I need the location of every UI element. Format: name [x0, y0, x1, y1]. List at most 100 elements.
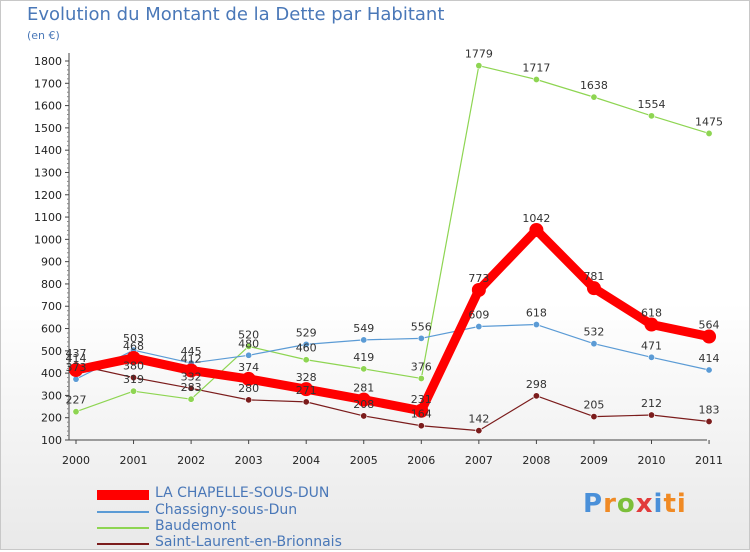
legend-swatch	[97, 527, 149, 529]
data-label-saint-laurent-en-brionnais: 280	[238, 382, 259, 395]
y-tick-label: 500	[41, 345, 62, 358]
x-tick-label: 2006	[407, 454, 435, 467]
legend-label: LA CHAPELLE-SOUS-DUN	[155, 485, 330, 501]
data-label-baudemont: 520	[238, 328, 259, 341]
y-tick-label: 1000	[34, 233, 62, 246]
data-label-chassigny-sous-dun: 503	[123, 332, 144, 345]
y-tick-label: 1400	[34, 144, 62, 157]
data-point-la-chapelle-sous-dun	[241, 371, 256, 386]
data-label-saint-laurent-en-brionnais: 164	[411, 408, 432, 421]
data-point-saint-laurent-en-brionnais	[590, 413, 598, 421]
data-label-la-chapelle-sous-dun: 374	[238, 361, 259, 374]
data-point-la-chapelle-sous-dun	[471, 282, 486, 297]
data-label-la-chapelle-sous-dun: 781	[583, 270, 604, 283]
data-label-chassigny-sous-dun: 556	[411, 320, 432, 333]
data-point-chassigny-sous-dun	[590, 340, 598, 348]
data-label-la-chapelle-sous-dun: 564	[699, 319, 720, 332]
data-point-baudemont	[532, 76, 540, 84]
x-tick-label: 2001	[120, 454, 148, 467]
data-point-chassigny-sous-dun	[532, 321, 540, 329]
data-label-saint-laurent-en-brionnais: 271	[296, 384, 317, 397]
data-label-chassigny-sous-dun: 618	[526, 307, 547, 320]
data-point-chassigny-sous-dun	[705, 366, 713, 374]
series-line-chassigny-sous-dun	[75, 323, 710, 380]
y-tick-label: 1200	[34, 189, 62, 202]
y-tick-label: 1500	[34, 122, 62, 135]
data-point-la-chapelle-sous-dun	[414, 403, 429, 418]
chart-title: Evolution du Montant de la Dette par Hab…	[27, 4, 445, 25]
data-label-chassigny-sous-dun: 480	[238, 337, 259, 350]
series-line-la-chapelle-sous-dun	[71, 225, 714, 416]
legend-swatch	[97, 511, 149, 513]
legend-label: Saint-Laurent-en-Brionnais	[155, 534, 342, 550]
x-tick-label: 2000	[62, 454, 90, 467]
data-label-saint-laurent-en-brionnais: 205	[583, 399, 604, 412]
data-label-la-chapelle-sous-dun: 414	[66, 352, 87, 365]
y-tick-label: 100	[41, 434, 62, 447]
data-point-la-chapelle-sous-dun	[644, 317, 659, 332]
series-line-saint-laurent-en-brionnais	[75, 364, 710, 432]
data-label-chassigny-sous-dun: 414	[699, 352, 720, 365]
data-point-saint-laurent-en-brionnais	[360, 412, 368, 420]
y-tick-label: 700	[41, 300, 62, 313]
data-point-chassigny-sous-dun	[475, 323, 483, 331]
data-label-chassigny-sous-dun: 445	[181, 345, 202, 358]
data-point-baudemont	[590, 93, 598, 101]
data-point-baudemont	[647, 112, 655, 120]
data-label-saint-laurent-en-brionnais: 298	[526, 378, 547, 391]
data-label-baudemont: 227	[66, 394, 87, 407]
data-label-saint-laurent-en-brionnais: 437	[66, 347, 87, 360]
data-point-saint-laurent-en-brionnais	[705, 417, 713, 425]
data-point-saint-laurent-en-brionnais	[647, 411, 655, 419]
data-point-baudemont	[245, 342, 253, 350]
x-tick-label: 2010	[638, 454, 666, 467]
data-label-baudemont: 1554	[638, 98, 666, 111]
data-point-la-chapelle-sous-dun	[586, 281, 601, 296]
series-line-baudemont	[75, 65, 710, 413]
y-tick-label: 400	[41, 367, 62, 380]
proxiti-logo: Proxiti	[583, 489, 687, 519]
legend-swatch	[97, 543, 149, 545]
legend-label: Baudemont	[155, 518, 237, 534]
x-tick-label: 2011	[695, 454, 723, 467]
data-point-saint-laurent-en-brionnais	[532, 392, 540, 400]
chart-subtitle: (en €)	[27, 29, 60, 42]
data-point-la-chapelle-sous-dun	[299, 382, 314, 397]
x-tick-label: 2003	[235, 454, 263, 467]
x-tick-label: 2008	[522, 454, 550, 467]
data-label-chassigny-sous-dun: 471	[641, 339, 662, 352]
x-tick-label: 2005	[350, 454, 378, 467]
data-label-baudemont: 1779	[465, 48, 493, 61]
data-point-chassigny-sous-dun	[417, 334, 425, 342]
data-label-baudemont: 283	[181, 381, 202, 394]
x-tick-label: 2004	[292, 454, 320, 467]
data-label-chassigny-sous-dun: 532	[583, 326, 604, 339]
y-tick-label: 900	[41, 256, 62, 269]
y-tick-label: 300	[41, 389, 62, 402]
data-label-la-chapelle-sous-dun: 618	[641, 307, 662, 320]
data-point-baudemont	[417, 374, 425, 382]
y-tick-label: 800	[41, 278, 62, 291]
y-tick-label: 600	[41, 323, 62, 336]
data-label-saint-laurent-en-brionnais: 208	[353, 398, 374, 411]
data-label-baudemont: 319	[123, 373, 144, 386]
data-label-saint-laurent-en-brionnais: 380	[123, 360, 144, 373]
data-label-baudemont: 460	[296, 342, 317, 355]
data-label-baudemont: 1638	[580, 79, 608, 92]
data-label-chassigny-sous-dun: 373	[66, 361, 87, 374]
data-label-saint-laurent-en-brionnais: 332	[181, 370, 202, 383]
data-point-la-chapelle-sous-dun	[529, 222, 544, 237]
data-point-chassigny-sous-dun	[360, 336, 368, 344]
data-point-baudemont	[72, 408, 80, 416]
y-tick-label: 1800	[34, 55, 62, 68]
data-point-baudemont	[187, 395, 195, 403]
data-label-la-chapelle-sous-dun: 1042	[522, 212, 550, 225]
data-label-baudemont: 376	[411, 360, 432, 373]
data-label-saint-laurent-en-brionnais: 212	[641, 397, 662, 410]
y-tick-label: 1600	[34, 100, 62, 113]
data-point-saint-laurent-en-brionnais	[187, 384, 195, 392]
data-label-chassigny-sous-dun: 609	[468, 309, 489, 322]
data-point-chassigny-sous-dun	[302, 340, 310, 348]
data-label-la-chapelle-sous-dun: 468	[123, 340, 144, 353]
